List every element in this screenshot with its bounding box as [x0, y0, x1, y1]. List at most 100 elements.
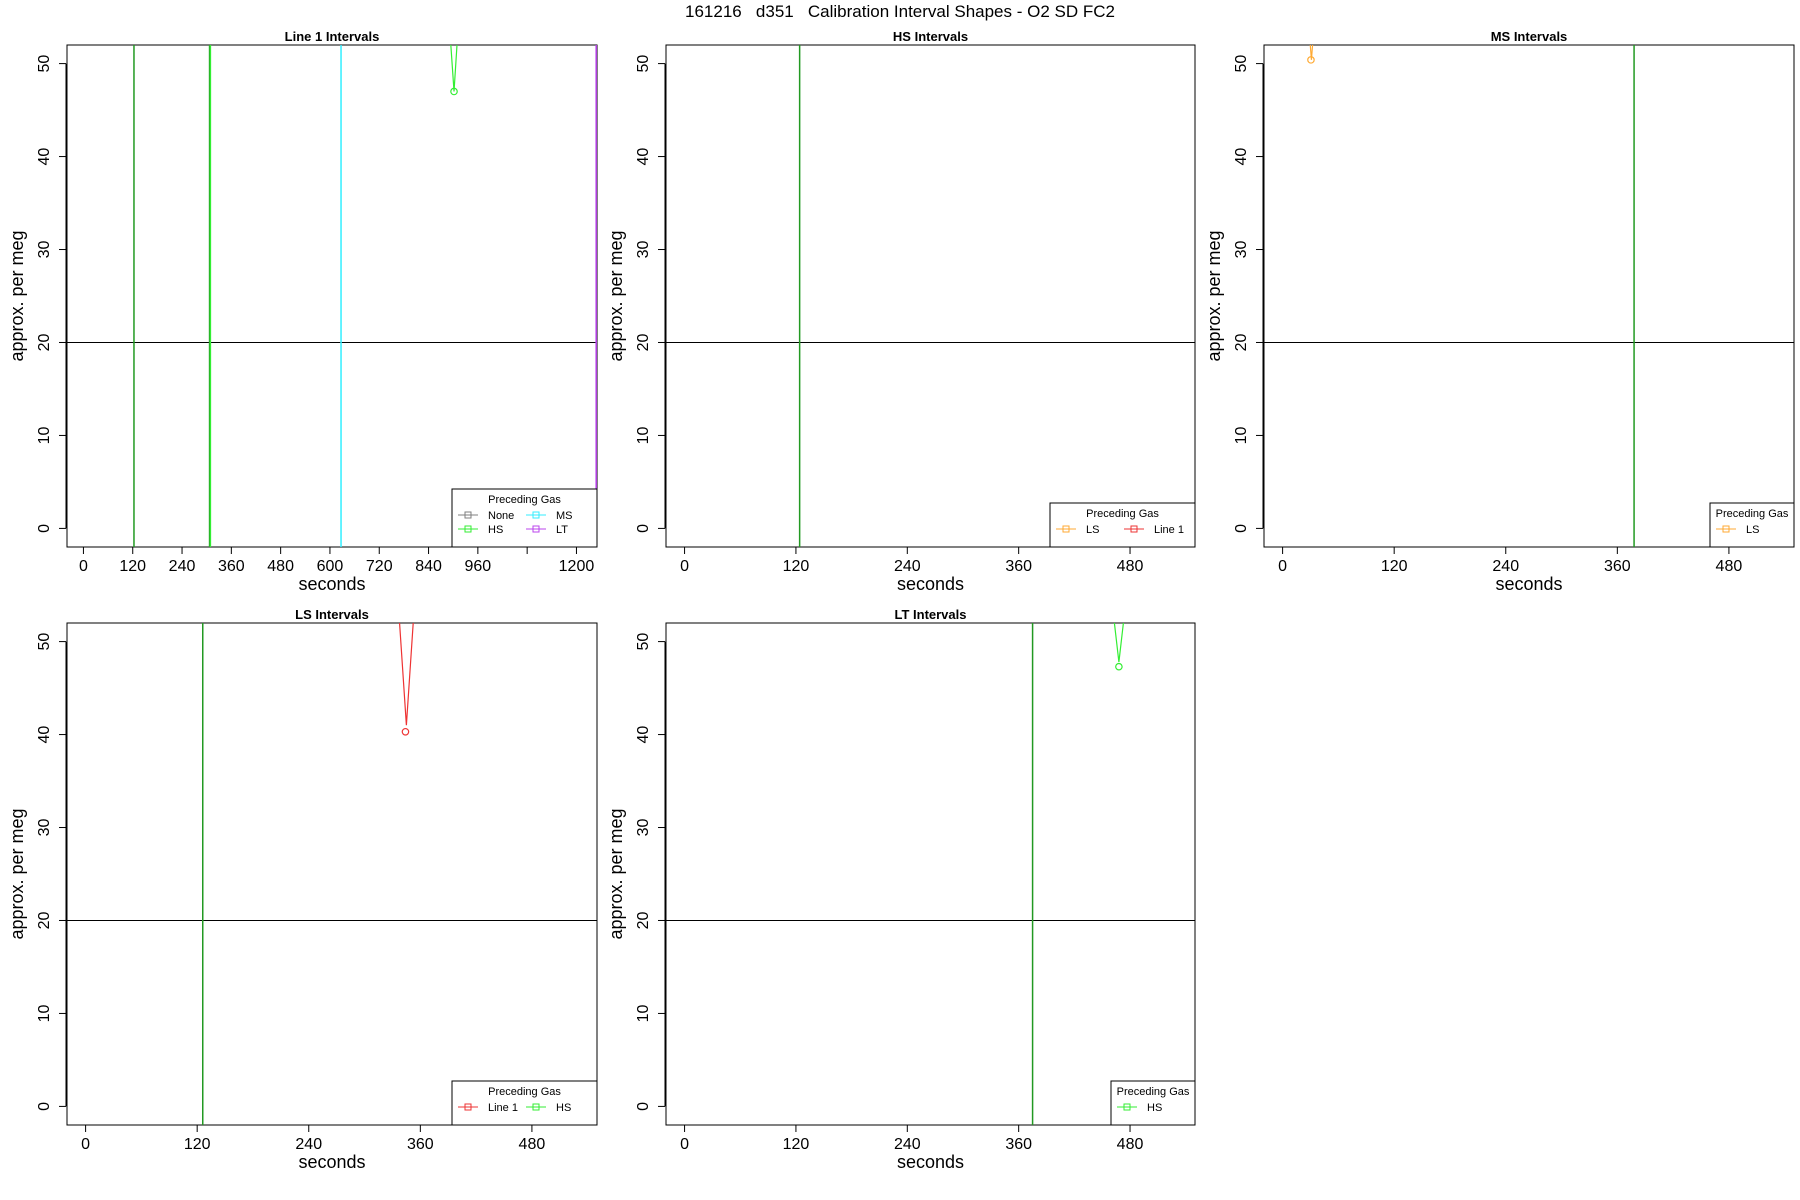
plot-frame: [66, 44, 598, 548]
x-tick-label: 240: [169, 558, 196, 575]
x-tick-label: 480: [1716, 558, 1743, 575]
series-line: [1113, 623, 1124, 663]
x-tick-label: 360: [407, 1136, 434, 1153]
x-tick-label: 0: [680, 558, 689, 575]
y-tick-label: 20: [36, 911, 53, 929]
legend-label: Line 1: [1154, 524, 1184, 536]
plot-area: [666, 45, 1195, 547]
y-tick-label: 20: [635, 333, 652, 351]
x-tick-label: 840: [415, 558, 442, 575]
y-tick-label: 0: [635, 524, 652, 533]
legend-title: Preceding Gas: [1086, 508, 1159, 520]
legend-label: None: [488, 510, 514, 522]
series-point: [401, 727, 410, 736]
chart-panel-2: HS Intervals 0 120 240 360 480 seconds 0 10 20 30 4…: [606, 29, 1196, 594]
chart-panel-3: MS Intervals 0 120 240 360 480 seconds 0 10 20 30 4…: [1204, 29, 1795, 594]
y-tick-label: 50: [36, 633, 53, 651]
legend-box: [1709, 502, 1795, 548]
legend-label: HS: [488, 524, 503, 536]
plot-area: [1264, 45, 1794, 547]
y-tick-label: 50: [635, 633, 652, 651]
y-tick-label: 40: [36, 148, 53, 166]
x-tick-label: 120: [184, 1136, 211, 1153]
y-tick-label: 30: [635, 819, 652, 837]
x-tick-label: 0: [81, 1136, 90, 1153]
chart-panel-1: Line 1 Intervals 0 120 240 360 480 600 720 840 96…: [7, 29, 598, 594]
x-tick-label: 360: [1005, 558, 1032, 575]
y-tick-label: 30: [1233, 241, 1250, 259]
x-axis-label: seconds: [1495, 574, 1562, 594]
legend-label: HS: [1147, 1102, 1162, 1114]
x-axis-label: seconds: [298, 1152, 365, 1172]
x-tick-label: 600: [317, 558, 344, 575]
legend-swatch-marker: [1722, 525, 1730, 533]
legend: Preceding Gas Line 1 HS: [451, 1080, 598, 1126]
x-tick-label: 0: [79, 558, 88, 575]
x-tick-label: 240: [894, 558, 921, 575]
y-tick-label: 20: [36, 333, 53, 351]
series-line: [450, 45, 458, 92]
y-tick-label: 30: [635, 241, 652, 259]
plot-area: [67, 623, 597, 1125]
y-tick-label: 20: [1233, 333, 1250, 351]
y-axis-label: approx. per meg: [606, 808, 626, 939]
legend-swatch-marker: [532, 1103, 540, 1111]
legend-label: MS: [556, 510, 573, 522]
legend-box: [1110, 1080, 1196, 1126]
legend-title: Preceding Gas: [488, 1086, 561, 1098]
y-tick-label: 20: [635, 911, 652, 929]
plot-frame: [1263, 44, 1795, 548]
x-tick-label: 1200: [559, 558, 595, 575]
legend: Preceding Gas HS: [1110, 1080, 1196, 1126]
series-line: [1309, 45, 1314, 60]
y-tick-label: 40: [1233, 148, 1250, 166]
legend-swatch-marker: [464, 511, 472, 519]
legend-label: HS: [556, 1102, 571, 1114]
legend-swatch-marker: [1123, 1103, 1131, 1111]
legend-title: Preceding Gas: [1117, 1086, 1190, 1098]
x-tick-label: 480: [267, 558, 294, 575]
x-tick-label: 360: [218, 558, 245, 575]
y-tick-label: 50: [635, 55, 652, 73]
plot-frame: [66, 622, 598, 1126]
y-tick-label: 10: [1233, 426, 1250, 444]
legend-label: Line 1: [488, 1102, 518, 1114]
x-tick-label: 240: [894, 1136, 921, 1153]
legend-box: [451, 1080, 598, 1126]
x-tick-label: 360: [1604, 558, 1631, 575]
legend-swatch-marker: [464, 525, 472, 533]
y-tick-label: 0: [635, 1102, 652, 1111]
x-tick-label: 120: [783, 1136, 810, 1153]
x-tick-label: 360: [1005, 1136, 1032, 1153]
legend-swatch-marker: [464, 1103, 472, 1111]
series-point: [450, 87, 458, 96]
y-axis-label: approx. per meg: [606, 230, 626, 361]
legend-swatch-marker: [1062, 525, 1070, 533]
x-axis-label: seconds: [298, 574, 365, 594]
series-point: [1307, 56, 1315, 64]
x-tick-label: 0: [680, 1136, 689, 1153]
y-tick-label: 10: [635, 1004, 652, 1022]
panel-title: LS Intervals: [295, 607, 369, 622]
chart-panel-4: LS Intervals 0 120 240 360 480 seconds 0 10 20 30 4…: [7, 607, 598, 1172]
x-tick-label: 480: [1117, 1136, 1144, 1153]
legend-swatch-marker: [1130, 525, 1138, 533]
legend: Preceding Gas LS: [1709, 502, 1795, 548]
plot-frame: [665, 44, 1196, 548]
panel-title: LT Intervals: [894, 607, 966, 622]
y-tick-label: 40: [36, 726, 53, 744]
legend-swatch-marker: [532, 525, 540, 533]
legend-box: [451, 488, 598, 548]
legend-label: LS: [1746, 524, 1759, 536]
y-axis-label: approx. per meg: [7, 808, 27, 939]
x-tick-label: 120: [783, 558, 810, 575]
legend-title: Preceding Gas: [488, 494, 561, 506]
x-tick-label: 480: [1117, 558, 1144, 575]
x-tick-label: 120: [1381, 558, 1408, 575]
y-tick-label: 10: [36, 1004, 53, 1022]
y-tick-label: 40: [635, 148, 652, 166]
x-tick-label: 0: [1278, 558, 1287, 575]
y-tick-label: 30: [36, 819, 53, 837]
x-tick-label: 480: [519, 1136, 546, 1153]
